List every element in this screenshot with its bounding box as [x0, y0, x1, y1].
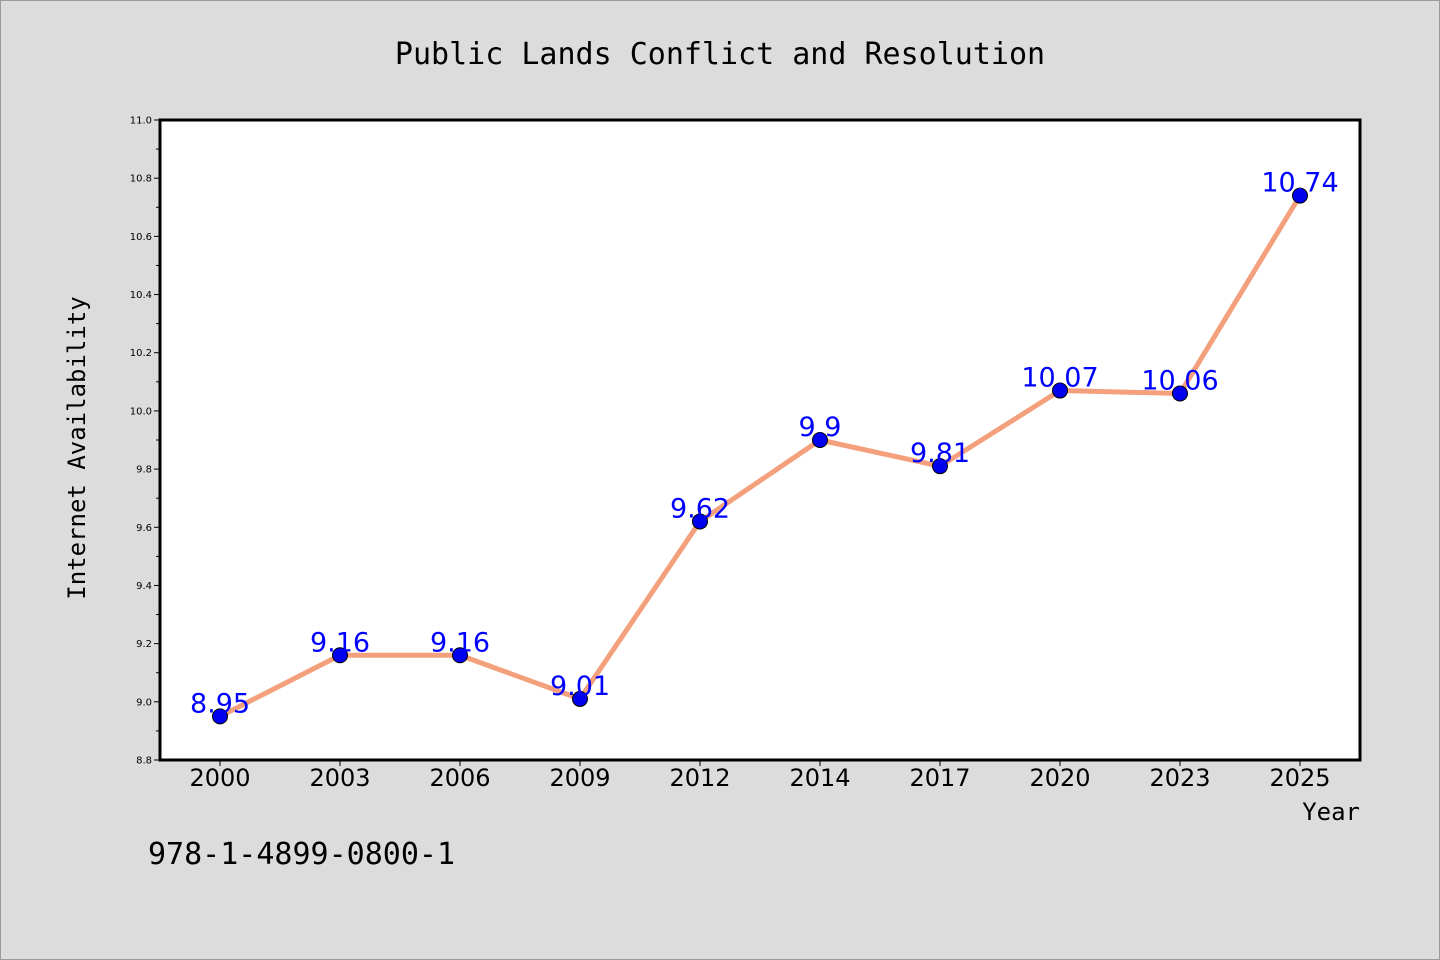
data-point: [212, 708, 228, 725]
y-tick-label: 9.2: [136, 639, 152, 650]
data-label: 9.81: [910, 438, 970, 469]
plot-area: [158, 118, 1362, 762]
x-tick-label: 2003: [309, 764, 370, 792]
y-axis: 8.8 9.0 9.2 9.4 9.6 9.8 10.0 10.2 10.4 10.6 10.8 11…: [130, 116, 160, 767]
data-label: 9.9: [799, 412, 842, 443]
data-label: 10.07: [1021, 363, 1098, 394]
x-tick-label: 2023: [1149, 764, 1210, 792]
chart-title: Public Lands Conflict and Resolution: [395, 37, 1045, 72]
data-point: [812, 432, 828, 448]
y-tick-label: 9.6: [136, 523, 152, 534]
y-tick-label: 9.4: [136, 581, 152, 592]
x-tick-label: 2014: [789, 764, 850, 792]
y-tick-label: 10.4: [130, 290, 152, 301]
y-tick-label: 11.0: [130, 116, 152, 127]
y-tick-label: 9.0: [136, 697, 152, 708]
data-point: [1052, 382, 1068, 399]
y-axis-title: Internet Availability: [63, 296, 91, 599]
y-tick-label: 10.6: [130, 232, 152, 243]
data-point: [932, 458, 948, 475]
y-tick-label: 9.8: [136, 465, 152, 476]
data-label: 9.01: [550, 671, 610, 702]
data-label: 10.06: [1141, 365, 1218, 396]
y-tick-label: 8.8: [136, 756, 152, 767]
data-label: 9.62: [670, 493, 730, 524]
x-tick-label: 2025: [1269, 764, 1330, 792]
x-tick-label: 2017: [909, 764, 970, 792]
x-tick-label: 2000: [189, 764, 250, 792]
x-axis-title: Year: [1302, 798, 1360, 826]
y-tick-label: 10.2: [130, 348, 152, 359]
y-tick-label: 10.8: [130, 174, 152, 185]
x-axis: 2000 2003 2006 2009 2012 2014 2017 2020 2023 2025: [189, 760, 1331, 792]
data-point: [1292, 187, 1308, 204]
data-point: [572, 690, 588, 707]
x-tick-label: 2020: [1029, 764, 1090, 792]
data-label: 10.74: [1261, 168, 1338, 199]
data-point: [1172, 385, 1188, 402]
isbn-label: 978-1-4899-0800-1: [148, 837, 455, 872]
x-tick-label: 2006: [429, 764, 490, 792]
data-label: 8.95: [190, 688, 250, 719]
x-tick-label: 2012: [669, 764, 730, 792]
y-tick-label: 10.0: [130, 406, 152, 417]
data-point: [692, 513, 708, 530]
series-line: [217, 193, 1303, 719]
data-label: 9.16: [430, 627, 490, 658]
data-point: [332, 647, 348, 664]
x-tick-label: 2009: [549, 764, 610, 792]
data-points: [212, 187, 1308, 725]
data-label: 9.16: [310, 627, 370, 658]
data-labels: 8.95 9.16 9.16 9.01 9.62 9.9 9.81 10.07 10.06 10.…: [190, 168, 1339, 720]
data-point: [452, 647, 468, 664]
